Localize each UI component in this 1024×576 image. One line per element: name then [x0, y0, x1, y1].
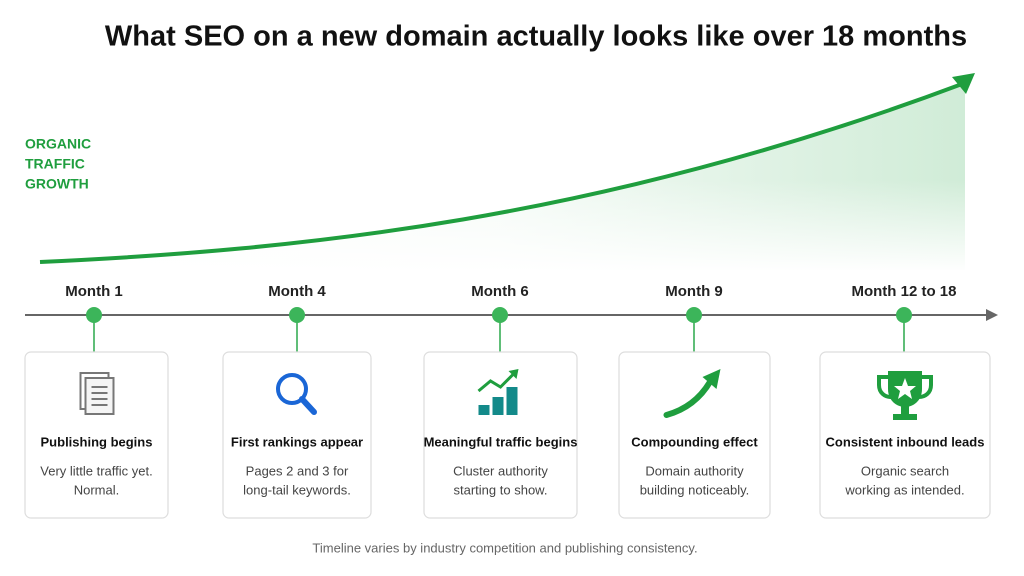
growth-curve	[39, 73, 975, 272]
icon-part	[508, 369, 519, 379]
milestone: Month 1 Publishing begins Very little traf…	[24, 283, 169, 519]
milestone-label: Month 1	[65, 283, 123, 300]
card-description: Cluster authority	[453, 463, 548, 478]
axis-label-line: TRAFFIC	[25, 156, 85, 172]
card-title: Meaningful traffic begins	[424, 434, 578, 449]
milestone-dot	[289, 307, 305, 323]
title: What SEO on a new domain actually looks …	[105, 21, 967, 53]
milestone-dot	[896, 307, 912, 323]
card	[222, 351, 372, 519]
milestone-label: Month 12 to 18	[851, 283, 956, 300]
card-description: long-tail keywords.	[243, 482, 351, 497]
milestone-label: Month 4	[268, 283, 326, 300]
milestone: Month 12 to 18 Consistent inbound leads Or…	[819, 283, 991, 519]
icon-part	[506, 387, 518, 415]
card-title: First rankings appear	[231, 434, 363, 449]
icon-part	[877, 375, 933, 399]
card-description: building noticeably.	[640, 482, 750, 497]
milestones: Month 1 Publishing begins Very little traf…	[24, 283, 991, 519]
axis-label: ORGANIC TRAFFIC GROWTH	[25, 136, 91, 192]
axis-label-line: ORGANIC	[25, 136, 91, 152]
card-description: starting to show.	[454, 482, 548, 497]
card	[423, 351, 578, 519]
footnote: Timeline varies by industry competition …	[312, 540, 697, 555]
card-description: Organic search	[861, 463, 949, 478]
card-title: Consistent inbound leads	[826, 434, 985, 449]
timeline-arrow	[986, 309, 998, 321]
milestone-dot	[686, 307, 702, 323]
icon-part	[299, 396, 317, 415]
milestone-dot	[492, 307, 508, 323]
card-description: Pages 2 and 3 for	[246, 463, 349, 478]
curve-fade	[40, 180, 970, 272]
icon	[663, 369, 721, 418]
icon	[877, 371, 933, 420]
milestone: Month 9 Compounding effect Domain authorit…	[618, 283, 771, 519]
icon	[276, 373, 317, 415]
card-title: Publishing begins	[41, 434, 153, 449]
icon-part	[477, 371, 516, 393]
icon-part	[478, 405, 490, 415]
icon-part	[702, 369, 721, 389]
milestone-label: Month 9	[665, 283, 723, 300]
icon	[79, 372, 115, 415]
card	[618, 351, 771, 519]
curve-arrow	[952, 73, 975, 94]
card-title: Compounding effect	[631, 434, 758, 449]
icon-part	[893, 414, 917, 420]
icon-part	[276, 373, 308, 405]
milestone: Month 6 Meaningful traffic begins Cluster …	[423, 283, 578, 519]
icon-part	[663, 378, 714, 418]
card-description: Very little traffic yet.	[40, 463, 152, 478]
axis-label-line: GROWTH	[25, 176, 89, 192]
card-description: Normal.	[74, 482, 120, 497]
milestone-dot	[86, 307, 102, 323]
icon-part	[492, 397, 504, 415]
icon	[477, 369, 519, 415]
card	[819, 351, 991, 519]
curve-line	[39, 82, 963, 264]
milestone: Month 4 First rankings appear Pages 2 and …	[222, 283, 372, 519]
icon-part	[894, 378, 916, 399]
icon-part	[84, 377, 115, 415]
card	[24, 351, 169, 519]
icon-part	[901, 405, 909, 415]
card-description: Domain authority	[645, 463, 744, 478]
card-description: working as intended.	[844, 482, 964, 497]
milestone-label: Month 6	[471, 283, 529, 300]
